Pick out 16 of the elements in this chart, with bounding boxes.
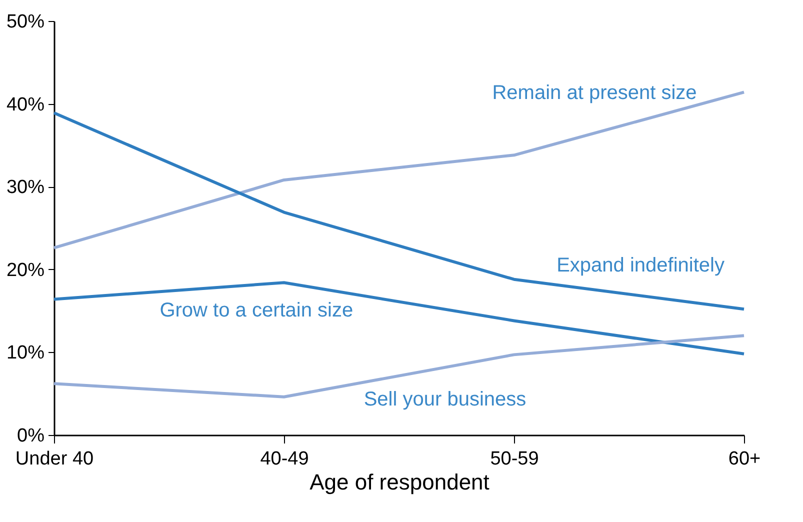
line-series xyxy=(52,281,746,356)
series-label: Expand indefinitely xyxy=(556,254,724,277)
y-tick-label: 30% xyxy=(6,177,45,198)
series-label: Grow to a certain size xyxy=(160,300,354,322)
y-tick-label: 40% xyxy=(6,94,45,116)
y-tick-label: 20% xyxy=(6,260,45,281)
x-tick-label: Under 40 xyxy=(15,448,94,470)
series-label: Sell your business xyxy=(364,388,526,410)
x-axis-title: Age of respondent xyxy=(310,470,490,494)
y-tick-label: 50% xyxy=(6,12,45,32)
x-tick-label: 60+ xyxy=(728,448,761,470)
y-tick-label: 10% xyxy=(6,342,45,364)
series-label: Remain at present size xyxy=(492,82,697,104)
x-tick-label: 50-59 xyxy=(490,448,539,470)
y-tick-label: 0% xyxy=(17,426,45,446)
x-tick-label: 40-49 xyxy=(260,448,309,470)
